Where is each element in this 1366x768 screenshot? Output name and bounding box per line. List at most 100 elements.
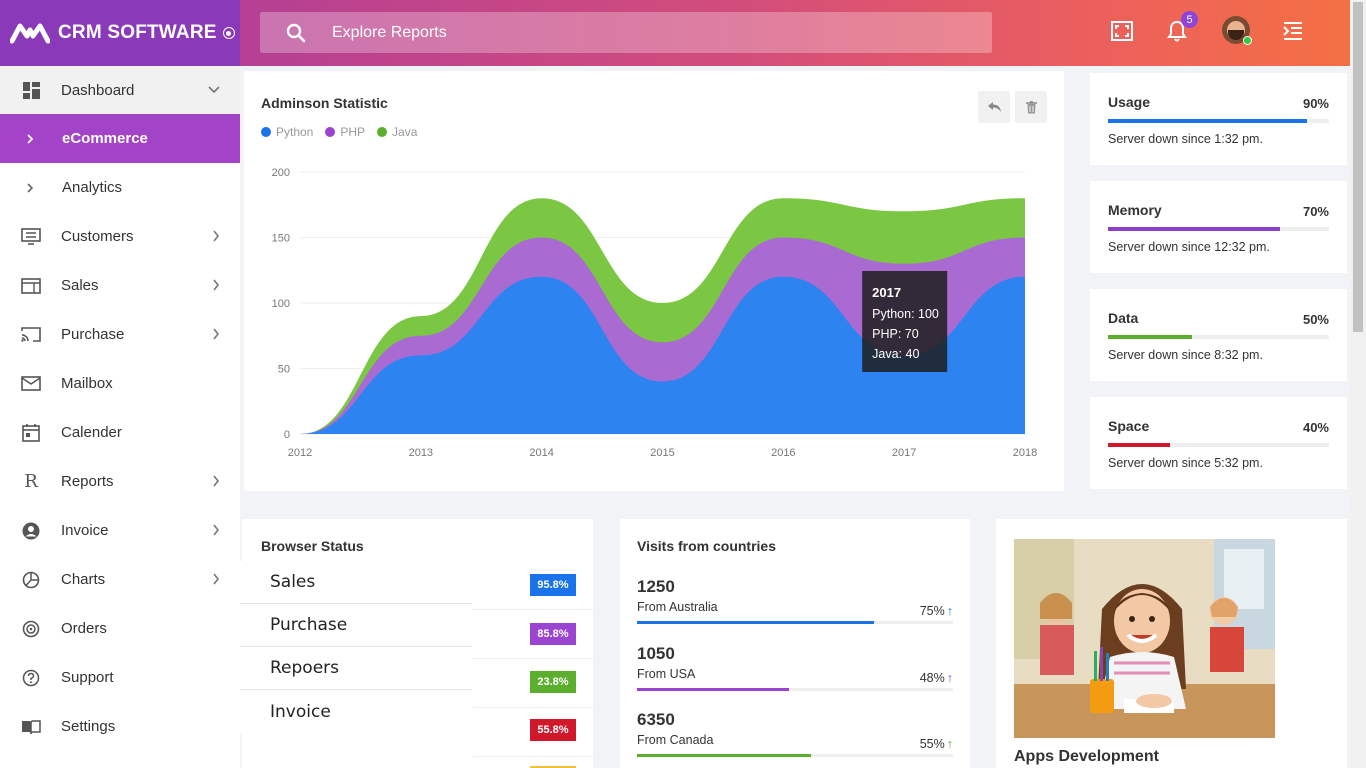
visit-progress-fill xyxy=(637,688,789,691)
stat-card-usage: Usage 90% Server down since 1:32 pm. xyxy=(1090,73,1347,165)
search-icon[interactable] xyxy=(286,23,306,43)
sidebar-item-label: Orders xyxy=(61,620,107,637)
legend-item-java[interactable]: Java xyxy=(377,125,417,139)
visit-count: 1250 xyxy=(637,577,675,596)
x-tick-label: 2015 xyxy=(650,447,674,459)
arrow-up-icon: ↑ xyxy=(946,604,953,618)
sidebar-item-analytics[interactable]: Analytics xyxy=(0,163,240,212)
sidebar-item-invoice[interactable]: Invoice xyxy=(0,506,240,555)
x-tick-label: 2013 xyxy=(409,447,433,459)
avatar[interactable] xyxy=(1222,16,1252,45)
statistic-chart-card: 0 50 100 150 200 2012 2013 2014 2015 2016 2017 2018… xyxy=(244,71,1064,491)
chevron-right-icon xyxy=(213,573,220,585)
sidebar-item-support[interactable]: Support xyxy=(0,653,240,702)
browser-percent-badge: 85.8% xyxy=(530,623,576,645)
stat-progress-track xyxy=(1108,227,1329,231)
window-icon xyxy=(20,276,42,296)
apps-development-card: Apps Development xyxy=(996,519,1347,768)
tooltip-line: Python: 100 xyxy=(872,307,939,321)
dropdown-item-repoers[interactable]: Repoers xyxy=(240,647,472,690)
notification-count-badge: 5 xyxy=(1181,11,1198,28)
sidebar-item-label: Charts xyxy=(61,571,106,588)
visit-progress-track xyxy=(637,688,953,691)
sidebar-item-settings[interactable]: Settings xyxy=(0,702,240,751)
y-tick-label: 100 xyxy=(272,298,290,310)
dropdown-item-sales[interactable]: Sales xyxy=(240,561,472,604)
x-tick-label: 2014 xyxy=(529,447,553,459)
sidebar-item-reports[interactable]: R Reports xyxy=(0,457,240,506)
sidebar-item-mailbox[interactable]: Mailbox xyxy=(0,359,240,408)
legend-dot xyxy=(325,127,336,137)
browser-status-title: Browser Status xyxy=(261,538,364,554)
visit-percent: 48% xyxy=(919,671,945,685)
visit-count: 6350 xyxy=(637,710,675,729)
legend-label: PHP xyxy=(340,125,366,139)
dropdown-menu: Sales Purchase Repoers Invoice xyxy=(240,561,472,733)
chart-title: Adminson Statistic xyxy=(261,95,388,111)
dropdown-item-invoice[interactable]: Invoice xyxy=(270,701,331,722)
visit-row: 6350 From Canada 55% ↑ xyxy=(637,710,953,757)
sidebar-item-dashboard[interactable]: Dashboard xyxy=(0,66,240,114)
stat-percent: 40% xyxy=(1302,420,1329,435)
account-circle-icon xyxy=(20,521,42,541)
tooltip-line: PHP: 70 xyxy=(872,327,919,341)
notifications-button[interactable]: 5 xyxy=(1164,11,1198,44)
sidebar-item-orders[interactable]: Orders xyxy=(0,604,240,653)
visit-percent: 75% xyxy=(919,604,945,618)
search-input[interactable] xyxy=(332,23,932,42)
sidebar-item-label: Invoice xyxy=(61,522,109,539)
sidebar-item-charts[interactable]: Charts xyxy=(0,555,240,604)
tooltip-title: 2017 xyxy=(872,285,901,300)
stat-card-memory: Memory 70% Server down since 12:32 pm. xyxy=(1090,181,1347,273)
sidebar-item-label: Customers xyxy=(61,228,134,245)
undo-button[interactable] xyxy=(978,91,1010,123)
brand[interactable]: CRM SOFTWARE xyxy=(0,0,240,66)
search-bar[interactable] xyxy=(260,12,992,53)
stat-progress-fill xyxy=(1108,227,1281,231)
scrollbar-thumb[interactable] xyxy=(1353,2,1363,332)
visits-card: Visits from countries 1250 From Australi… xyxy=(620,519,970,768)
fullscreen-button[interactable] xyxy=(1109,18,1135,44)
area-series-python xyxy=(300,276,1025,434)
chart-tooltip xyxy=(862,271,948,372)
stat-progress-track xyxy=(1108,335,1329,339)
mail-icon xyxy=(20,374,42,394)
dropdown-item-purchase[interactable]: Purchase xyxy=(240,604,472,647)
online-status-dot xyxy=(1243,36,1252,45)
stat-progress-fill xyxy=(1108,119,1307,123)
classroom-photo xyxy=(1014,539,1275,738)
legend-item-python[interactable]: Python xyxy=(261,125,313,139)
visit-from: From USA xyxy=(637,667,696,681)
visit-percent-wrap: 75% ↑ xyxy=(920,604,953,618)
visit-progress-track xyxy=(637,621,953,624)
chevron-right-icon xyxy=(213,279,220,291)
stat-note: Server down since 8:32 pm. xyxy=(1108,348,1263,362)
reply-icon xyxy=(987,102,1001,112)
sidebar-item-purchase[interactable]: Purchase xyxy=(0,310,240,359)
page-scrollbar[interactable] xyxy=(1350,0,1366,768)
sidebar-item-label: Sales xyxy=(61,277,99,294)
sidebar-item-label: Dashboard xyxy=(61,81,135,99)
indent-menu-icon xyxy=(1283,22,1302,40)
brand-logo-icon xyxy=(10,23,50,44)
delete-button[interactable] xyxy=(1015,91,1047,123)
calendar-icon xyxy=(20,423,42,443)
sidebar-item-ecommerce[interactable]: eCommerce xyxy=(0,114,240,163)
stat-percent: 90% xyxy=(1302,96,1329,111)
arrow-up-icon: ↑ xyxy=(946,737,953,751)
sidebar-item-customers[interactable]: Customers xyxy=(0,212,240,261)
x-tick-label: 2016 xyxy=(771,447,795,459)
stat-progress-fill xyxy=(1108,335,1192,339)
menu-toggle-button[interactable] xyxy=(1280,18,1306,44)
sidebar-item-sales[interactable]: Sales xyxy=(0,261,240,310)
bell-icon xyxy=(1167,20,1187,42)
sidebar-item-label: Purchase xyxy=(61,326,125,343)
top-bar: CRM SOFTWARE 5 xyxy=(0,0,1350,66)
visit-count: 1050 xyxy=(637,644,675,663)
stat-card-data: Data 50% Server down since 8:32 pm. xyxy=(1090,289,1347,381)
row-divider xyxy=(473,707,593,708)
legend-item-php[interactable]: PHP xyxy=(325,125,365,139)
visit-row: 1250 From Australia 75% ↑ xyxy=(637,577,953,624)
sidebar-item-calender[interactable]: Calender xyxy=(0,408,240,457)
trash-icon xyxy=(1025,100,1037,113)
